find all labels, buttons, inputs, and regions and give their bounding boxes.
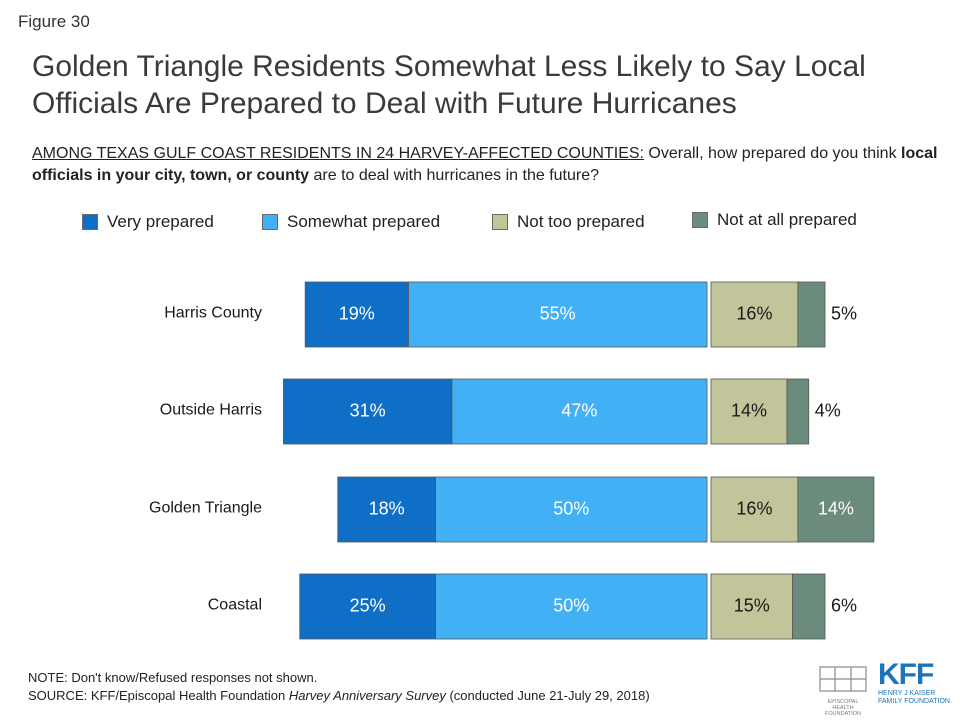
data-label: 14%: [818, 498, 854, 518]
subtitle-prefix: AMONG TEXAS GULF COAST RESIDENTS IN 24 H…: [32, 145, 644, 162]
bar-not-too-prepared: [710, 378, 788, 445]
subtitle-bold: local officials in your city, town, or c…: [32, 145, 938, 184]
legend-label: Very prepared: [107, 212, 214, 231]
kff-logo-text: HENRY J KAISER FAMILY FOUNDATION: [878, 690, 950, 705]
legend-item-not-too-prepared: Not too prepared: [492, 212, 645, 232]
ehf-logo-text: EPISCOPAL HEALTH FOUNDATION: [825, 699, 861, 717]
category-label: Golden Triangle: [149, 500, 262, 517]
chart-title: Golden Triangle Residents Somewhat Less …: [32, 50, 866, 120]
kff-logo-mark: KFF: [878, 658, 934, 691]
data-label: 6%: [831, 595, 857, 615]
category-label: Harris County: [164, 305, 262, 322]
data-label: 15%: [734, 595, 770, 615]
data-label: 25%: [350, 595, 386, 615]
data-label: 4%: [815, 400, 841, 420]
legend-item-somewhat-prepared: Somewhat prepared: [262, 212, 440, 232]
bar-very-prepared: [299, 573, 436, 640]
category-label: Coastal: [208, 597, 262, 614]
legend-swatch: [82, 214, 98, 230]
bar-somewhat-prepared: [451, 378, 708, 445]
legend-label: Not too prepared: [517, 212, 645, 231]
data-label: 55%: [540, 303, 576, 323]
bar-very-prepared: [304, 281, 409, 348]
data-label: 47%: [561, 400, 597, 420]
legend-item-not-at-all-prepared: Not at all prepared: [692, 210, 857, 230]
note-text: NOTE: Don't know/Refused responses not s…: [28, 670, 318, 685]
bar-somewhat-prepared: [435, 476, 708, 543]
chart-subtitle: AMONG TEXAS GULF COAST RESIDENTS IN 24 H…: [32, 143, 942, 187]
source-text: SOURCE: KFF/Episcopal Health Foundation …: [28, 687, 650, 705]
bar-somewhat-prepared: [435, 573, 708, 640]
data-label: 50%: [553, 595, 589, 615]
bar-not-at-all-prepared: [786, 378, 810, 445]
bar-very-prepared: [283, 378, 453, 445]
bar-somewhat-prepared: [407, 281, 708, 348]
subtitle-part2: are to deal with hurricanes in the futur…: [309, 167, 600, 184]
source-italic: Harvey Anniversary Survey: [288, 688, 446, 703]
legend-item-very-prepared: Very prepared: [82, 212, 214, 232]
bar-not-at-all-prepared: [797, 281, 826, 348]
kff-logo: KFF HENRY J KAISER FAMILY FOUNDATION: [878, 660, 950, 710]
ehf-logo: EPISCOPAL HEALTH FOUNDATION: [818, 664, 868, 717]
subtitle-part1: Overall, how prepared do you think: [643, 145, 902, 162]
bar-not-at-all-prepared: [797, 476, 875, 543]
category-label: Outside Harris: [160, 402, 262, 419]
data-label: 16%: [736, 303, 772, 323]
bar-not-too-prepared: [710, 281, 799, 348]
data-label: 16%: [736, 498, 772, 518]
bar-very-prepared: [337, 476, 436, 543]
bar-not-too-prepared: [710, 476, 799, 543]
legend-swatch: [692, 212, 708, 228]
data-label: 18%: [369, 498, 405, 518]
legend-label: Somewhat prepared: [287, 212, 441, 231]
figure-label: Figure 30: [18, 12, 90, 31]
data-label: 14%: [731, 400, 767, 420]
legend: Very prepared Somewhat prepared Not too …: [0, 210, 960, 238]
data-label: 5%: [831, 303, 857, 323]
ehf-logo-mark: [819, 666, 867, 692]
data-label: 50%: [553, 498, 589, 518]
legend-label: Not at all prepared: [717, 210, 857, 229]
source-prefix: SOURCE: KFF/Episcopal Health Foundation: [28, 688, 289, 703]
legend-swatch: [262, 214, 278, 230]
bar-not-at-all-prepared: [792, 573, 826, 640]
stacked-bar-chart: Harris County 55% 19% 16% 5% Outside Harris 47…: [149, 281, 875, 640]
legend-swatch: [492, 214, 508, 230]
bar-not-too-prepared: [710, 573, 793, 640]
footer-notes: NOTE: Don't know/Refused responses not s…: [28, 669, 650, 705]
data-label: 19%: [339, 303, 375, 323]
source-suffix: (conducted June 21-July 29, 2018): [445, 688, 650, 703]
data-label: 31%: [350, 400, 386, 420]
